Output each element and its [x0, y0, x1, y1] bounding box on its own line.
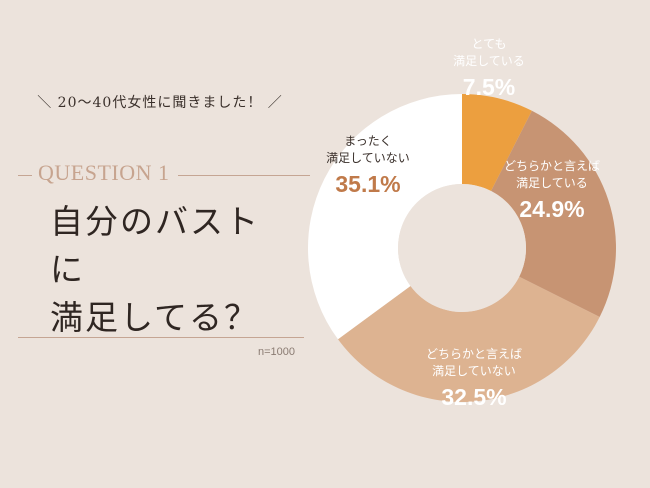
slice-label: 満足していない — [432, 364, 516, 378]
donut-slice — [462, 94, 532, 191]
question-title-line1: 自分のバストに — [50, 202, 260, 289]
question-header: QUESTION 1 — [18, 160, 310, 190]
slice-percent: 32.5% — [441, 384, 506, 410]
donut-slice — [337, 276, 600, 403]
donut-slice — [491, 110, 616, 318]
survey-note: ＼ 20〜40代女性に聞きました！ ／ — [37, 95, 283, 111]
question-title-line2: 満足してる？ — [50, 298, 260, 337]
slice-percent: 24.9% — [519, 196, 584, 222]
slice-percent: 7.5% — [463, 74, 515, 100]
slice-label: 満足している — [453, 54, 525, 68]
slice-label: どちらかと言えば — [504, 159, 600, 173]
slice-percent: 35.1% — [335, 171, 400, 197]
slice-label: まったく — [344, 134, 392, 148]
question-line-right — [178, 175, 310, 176]
question-title: 自分のバストに 満足してる？ — [50, 198, 290, 342]
sample-size: n=1000 — [258, 346, 296, 358]
slice-label: とても — [471, 37, 506, 51]
donut-hole — [398, 184, 526, 312]
slice-label: どちらかと言えば — [426, 347, 522, 361]
slice-label: 満足している — [516, 176, 588, 190]
question-line-left — [18, 175, 32, 176]
question-label: QUESTION 1 — [38, 160, 170, 185]
slice-label: 満足していない — [326, 151, 410, 165]
bottom-divider — [18, 337, 304, 338]
donut-slice — [307, 94, 462, 340]
